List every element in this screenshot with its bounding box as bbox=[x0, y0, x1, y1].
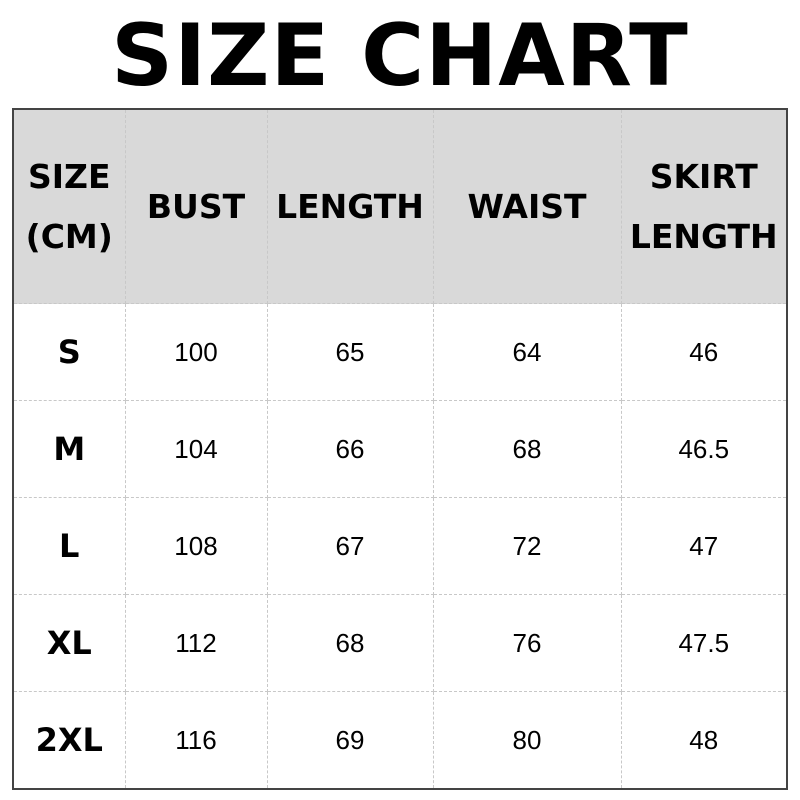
measurement-cell: 46 bbox=[620, 303, 788, 401]
column-header-label: LENGTH bbox=[276, 186, 424, 226]
size-cell: 2XL bbox=[12, 691, 126, 790]
size-cell: S bbox=[12, 303, 126, 401]
measurement-cell: 69 bbox=[266, 691, 434, 790]
measurement-cell: 46.5 bbox=[620, 400, 788, 498]
page-title: SIZE CHART bbox=[111, 6, 689, 106]
measurement-cell: 80 bbox=[432, 691, 622, 790]
measurement-cell: 76 bbox=[432, 594, 622, 692]
column-header: SKIRT LENGTH bbox=[620, 108, 788, 304]
table-row: 2XL 116 69 80 48 bbox=[12, 691, 788, 790]
table-row: M 104 66 68 46.5 bbox=[12, 400, 788, 498]
column-header-label: BUST bbox=[146, 186, 246, 226]
header-row: SIZE (CM) BUST LENGTH WAIST SKIRT LENGTH bbox=[12, 108, 788, 304]
column-header-label: (CM) bbox=[25, 216, 113, 256]
measurement-cell: 47.5 bbox=[620, 594, 788, 692]
column-header-label: SKIRT bbox=[649, 156, 758, 196]
measurement-cell: 100 bbox=[124, 303, 268, 401]
table-row: L 108 67 72 47 bbox=[12, 497, 788, 595]
table-row: XL 112 68 76 47.5 bbox=[12, 594, 788, 692]
column-header: BUST bbox=[124, 108, 268, 304]
column-header-label: WAIST bbox=[467, 186, 587, 226]
column-header: LENGTH bbox=[266, 108, 434, 304]
size-cell: XL bbox=[12, 594, 126, 692]
measurement-cell: 67 bbox=[266, 497, 434, 595]
column-header: SIZE (CM) bbox=[12, 108, 126, 304]
measurement-cell: 47 bbox=[620, 497, 788, 595]
column-header-label: LENGTH bbox=[629, 216, 778, 256]
measurement-cell: 104 bbox=[124, 400, 268, 498]
size-table: SIZE (CM) BUST LENGTH WAIST SKIRT LENGTH S 100 6… bbox=[12, 108, 788, 790]
size-cell: M bbox=[12, 400, 126, 498]
measurement-cell: 68 bbox=[266, 594, 434, 692]
measurement-cell: 66 bbox=[266, 400, 434, 498]
measurement-cell: 108 bbox=[124, 497, 268, 595]
table-row: S 100 65 64 46 bbox=[12, 303, 788, 401]
measurement-cell: 72 bbox=[432, 497, 622, 595]
column-header-label: SIZE bbox=[27, 156, 111, 196]
measurement-cell: 48 bbox=[620, 691, 788, 790]
measurement-cell: 64 bbox=[432, 303, 622, 401]
measurement-cell: 68 bbox=[432, 400, 622, 498]
column-header: WAIST bbox=[432, 108, 622, 304]
size-cell: L bbox=[12, 497, 126, 595]
measurement-cell: 112 bbox=[124, 594, 268, 692]
measurement-cell: 65 bbox=[266, 303, 434, 401]
table-body: S 100 65 64 46 M 104 66 68 46.5 L 108 67 72 47 XL 112 68 7… bbox=[12, 303, 788, 790]
measurement-cell: 116 bbox=[124, 691, 268, 790]
